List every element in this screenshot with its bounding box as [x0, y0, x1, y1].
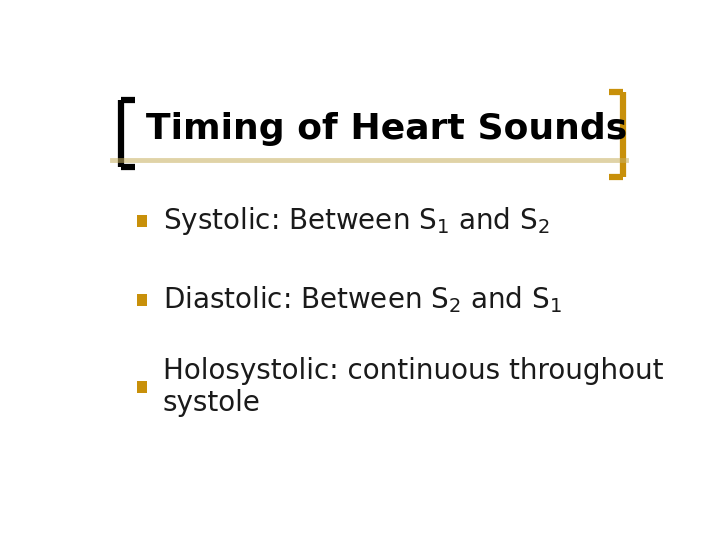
Bar [138, 215, 148, 227]
Text: Timing of Heart Sounds: Timing of Heart Sounds [145, 112, 627, 146]
Bar [138, 381, 148, 393]
Text: Holosystolic: continuous throughout: Holosystolic: continuous throughout [163, 357, 663, 386]
Bar [138, 294, 148, 306]
Text: Diastolic: Between S$_2$ and S$_1$: Diastolic: Between S$_2$ and S$_1$ [163, 285, 562, 315]
Text: Systolic: Between S$_1$ and S$_2$: Systolic: Between S$_1$ and S$_2$ [163, 205, 549, 237]
Text: systole: systole [163, 389, 261, 417]
